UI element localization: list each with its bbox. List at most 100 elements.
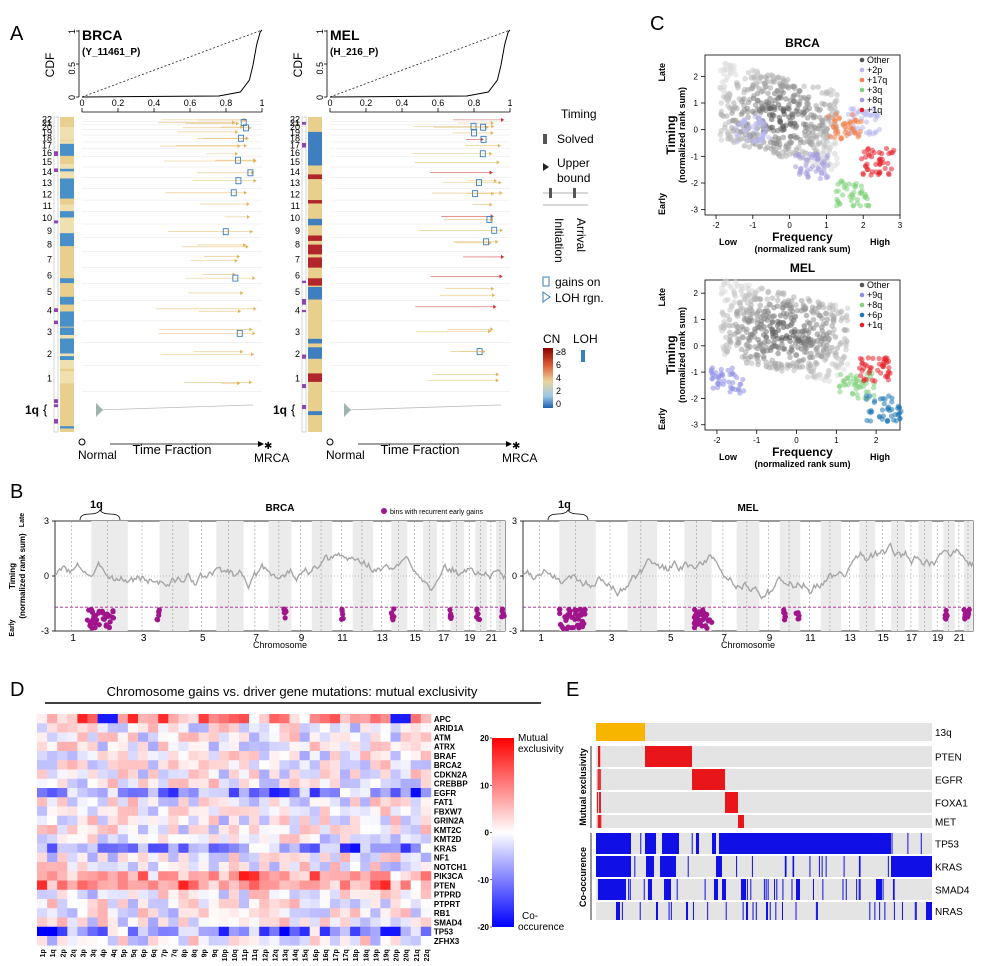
heatmap-cell [289, 880, 300, 891]
heatmap-cell [380, 862, 391, 872]
co-mark [742, 902, 744, 920]
density-point [752, 329, 758, 335]
me-block [692, 769, 725, 790]
co-mark [793, 833, 795, 854]
density-point [838, 317, 844, 324]
density-point [796, 358, 802, 364]
arm-label: 6q [151, 949, 158, 957]
gain-box [230, 189, 237, 197]
density-point [817, 341, 823, 348]
heatmap-cell [370, 880, 381, 891]
heatmap-cell [289, 806, 300, 817]
density-point [829, 344, 835, 351]
density-point [805, 329, 812, 336]
heatmap-cell [269, 723, 280, 733]
cluster-point [729, 365, 735, 371]
density-point [768, 344, 775, 351]
heatmap-cell [158, 751, 169, 761]
heatmap-cell [168, 880, 179, 891]
co-block [876, 879, 882, 900]
heatmap-cell [370, 871, 381, 881]
cluster-point [887, 370, 893, 376]
density-point [786, 144, 792, 150]
genome-segment [60, 131, 74, 139]
density-point [736, 96, 743, 102]
heatmap-cell [67, 834, 78, 844]
density-point [812, 114, 819, 120]
normal-label: Normal [78, 448, 117, 462]
heatmap-cell [37, 908, 48, 918]
legend-label: Other [867, 55, 890, 65]
heatmap-cell [138, 880, 149, 891]
heatmap-cell [228, 899, 240, 909]
heatmap-cell [329, 843, 341, 854]
chromosome-label: 7 [47, 254, 52, 264]
heatmap-cell [360, 889, 371, 900]
heatmap-cell [127, 926, 139, 937]
heatmap-cell [168, 926, 179, 937]
heatmap-cell [239, 769, 250, 780]
heatmap-cell [340, 751, 351, 761]
top-label-2: exclusivity [518, 744, 564, 755]
me-mark [597, 792, 599, 813]
density-point [758, 285, 764, 291]
heatmap-cell [400, 788, 411, 798]
cluster-point [710, 372, 716, 378]
density-point [822, 355, 829, 361]
gain-box [235, 177, 242, 185]
arm-label: 2p [60, 949, 67, 957]
cn-tick-label: 2 [556, 386, 561, 396]
heatmap-cell [360, 936, 371, 946]
heatmap-cell [188, 788, 199, 798]
timing-marker [249, 229, 253, 234]
time-tick-label: 0.6 [184, 98, 197, 108]
density-point [760, 88, 766, 94]
density-point [779, 304, 786, 311]
heatmap-cell [329, 871, 341, 881]
highlight-marker [344, 403, 351, 417]
heatmap-cell [360, 926, 371, 937]
heatmap-cell [37, 880, 48, 891]
heatmap-cell [77, 788, 88, 798]
heatmap-cell [188, 797, 199, 807]
timing-marker [490, 121, 494, 126]
recurrent-bin [961, 607, 967, 613]
cluster-point [815, 165, 821, 171]
co-mark [629, 879, 631, 900]
co-mark [920, 833, 922, 854]
cluster-point [871, 385, 877, 391]
heatmap-cell [198, 732, 209, 743]
y-tick-label: 1 [694, 315, 699, 324]
normal-marker [326, 438, 334, 446]
heatmap-cell [198, 769, 209, 780]
gain-box [232, 274, 239, 282]
cluster-point [865, 355, 871, 361]
me-block [738, 815, 744, 828]
heatmap-cell [208, 778, 220, 789]
heatmap-cell [269, 834, 280, 844]
arm-label: 6p [141, 949, 148, 957]
heatmap-cell [97, 936, 108, 946]
heatmap-cell [228, 917, 240, 928]
heatmap-cell [329, 741, 341, 752]
y-tick-label: -3 [691, 206, 699, 215]
cluster-point [752, 137, 758, 143]
density-point [820, 150, 827, 157]
density-point [829, 312, 836, 319]
density-point [718, 100, 725, 106]
heatmap-cell [410, 778, 422, 789]
heatmap-cell [350, 797, 361, 807]
genome-segment [308, 218, 322, 226]
heatmap-cell [309, 880, 321, 891]
heatmap-cell [198, 714, 209, 724]
heatmap-cell [249, 751, 260, 761]
heatmap-cell [117, 788, 129, 798]
density-point [802, 132, 808, 138]
me-block [645, 746, 692, 767]
heatmap-cell [77, 889, 88, 900]
heatmap-cell [420, 769, 432, 780]
cluster-point [854, 392, 860, 398]
genome-segment [308, 203, 322, 212]
heatmap-cell [380, 899, 391, 909]
heatmap-cell [97, 825, 108, 835]
